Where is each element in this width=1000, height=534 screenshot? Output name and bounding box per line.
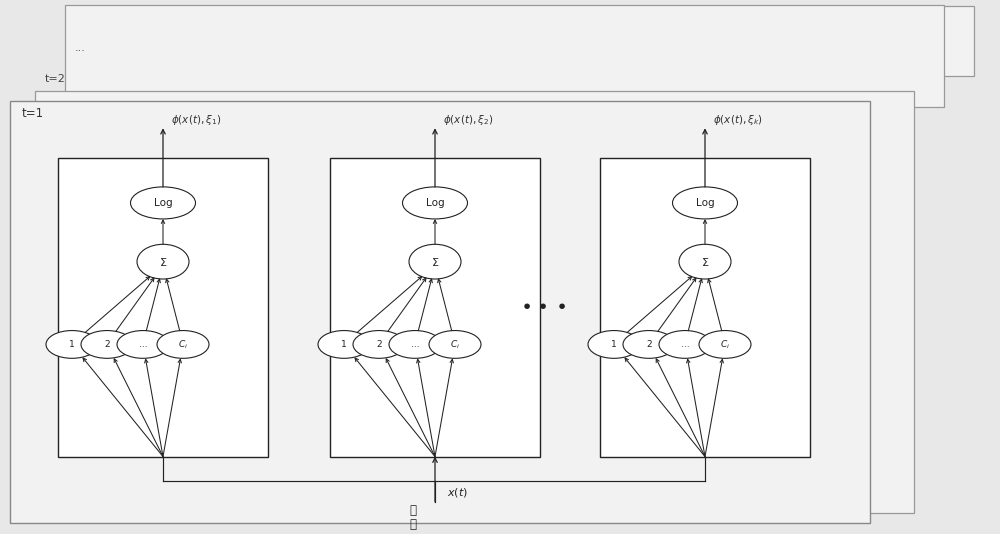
Circle shape <box>157 331 209 358</box>
Text: 1: 1 <box>69 340 75 349</box>
Text: 2: 2 <box>104 340 110 349</box>
FancyBboxPatch shape <box>35 91 914 513</box>
Ellipse shape <box>130 187 196 219</box>
Text: $\phi(x(t),\xi_k)$: $\phi(x(t),\xi_k)$ <box>713 113 763 127</box>
Text: ...: ... <box>139 340 147 349</box>
Text: $\Sigma$: $\Sigma$ <box>431 256 439 268</box>
Text: $\Sigma$: $\Sigma$ <box>701 256 709 268</box>
FancyBboxPatch shape <box>10 101 870 523</box>
Text: Log: Log <box>426 198 444 208</box>
Text: 1: 1 <box>611 340 617 349</box>
Circle shape <box>318 331 370 358</box>
Circle shape <box>353 331 405 358</box>
FancyBboxPatch shape <box>65 5 944 107</box>
FancyBboxPatch shape <box>600 158 810 457</box>
Text: Log: Log <box>154 198 172 208</box>
Text: $C_i$: $C_i$ <box>720 338 730 351</box>
Circle shape <box>389 331 441 358</box>
Circle shape <box>659 331 711 358</box>
Ellipse shape <box>137 244 189 279</box>
Text: ...: ... <box>75 43 86 53</box>
Text: $C_i$: $C_i$ <box>178 338 188 351</box>
FancyBboxPatch shape <box>330 158 540 457</box>
Text: $\Sigma$: $\Sigma$ <box>159 256 167 268</box>
Text: $x(t)$: $x(t)$ <box>447 486 468 499</box>
Text: $\phi(x(t),\xi_1)$: $\phi(x(t),\xi_1)$ <box>171 113 221 127</box>
Ellipse shape <box>672 187 738 219</box>
Text: $\bullet\bullet\bullet$: $\bullet\bullet\bullet$ <box>520 295 566 314</box>
Circle shape <box>623 331 675 358</box>
Text: ...: ... <box>411 340 419 349</box>
Ellipse shape <box>409 244 461 279</box>
Ellipse shape <box>679 244 731 279</box>
Text: t=2: t=2 <box>45 74 66 84</box>
Circle shape <box>699 331 751 358</box>
Text: Log: Log <box>696 198 714 208</box>
Text: t=1: t=1 <box>22 107 44 120</box>
Text: 1: 1 <box>341 340 347 349</box>
Circle shape <box>429 331 481 358</box>
Text: 输
入: 输 入 <box>410 504 416 531</box>
Text: $C_i$: $C_i$ <box>450 338 460 351</box>
FancyBboxPatch shape <box>95 6 974 76</box>
Text: $\phi(x(t),\xi_2)$: $\phi(x(t),\xi_2)$ <box>443 113 493 127</box>
Circle shape <box>588 331 640 358</box>
Text: t=T: t=T <box>107 12 128 22</box>
Circle shape <box>117 331 169 358</box>
Text: 2: 2 <box>646 340 652 349</box>
FancyBboxPatch shape <box>58 158 268 457</box>
Ellipse shape <box>402 187 468 219</box>
Circle shape <box>46 331 98 358</box>
Text: ...: ... <box>681 340 689 349</box>
Circle shape <box>81 331 133 358</box>
Text: 2: 2 <box>376 340 382 349</box>
